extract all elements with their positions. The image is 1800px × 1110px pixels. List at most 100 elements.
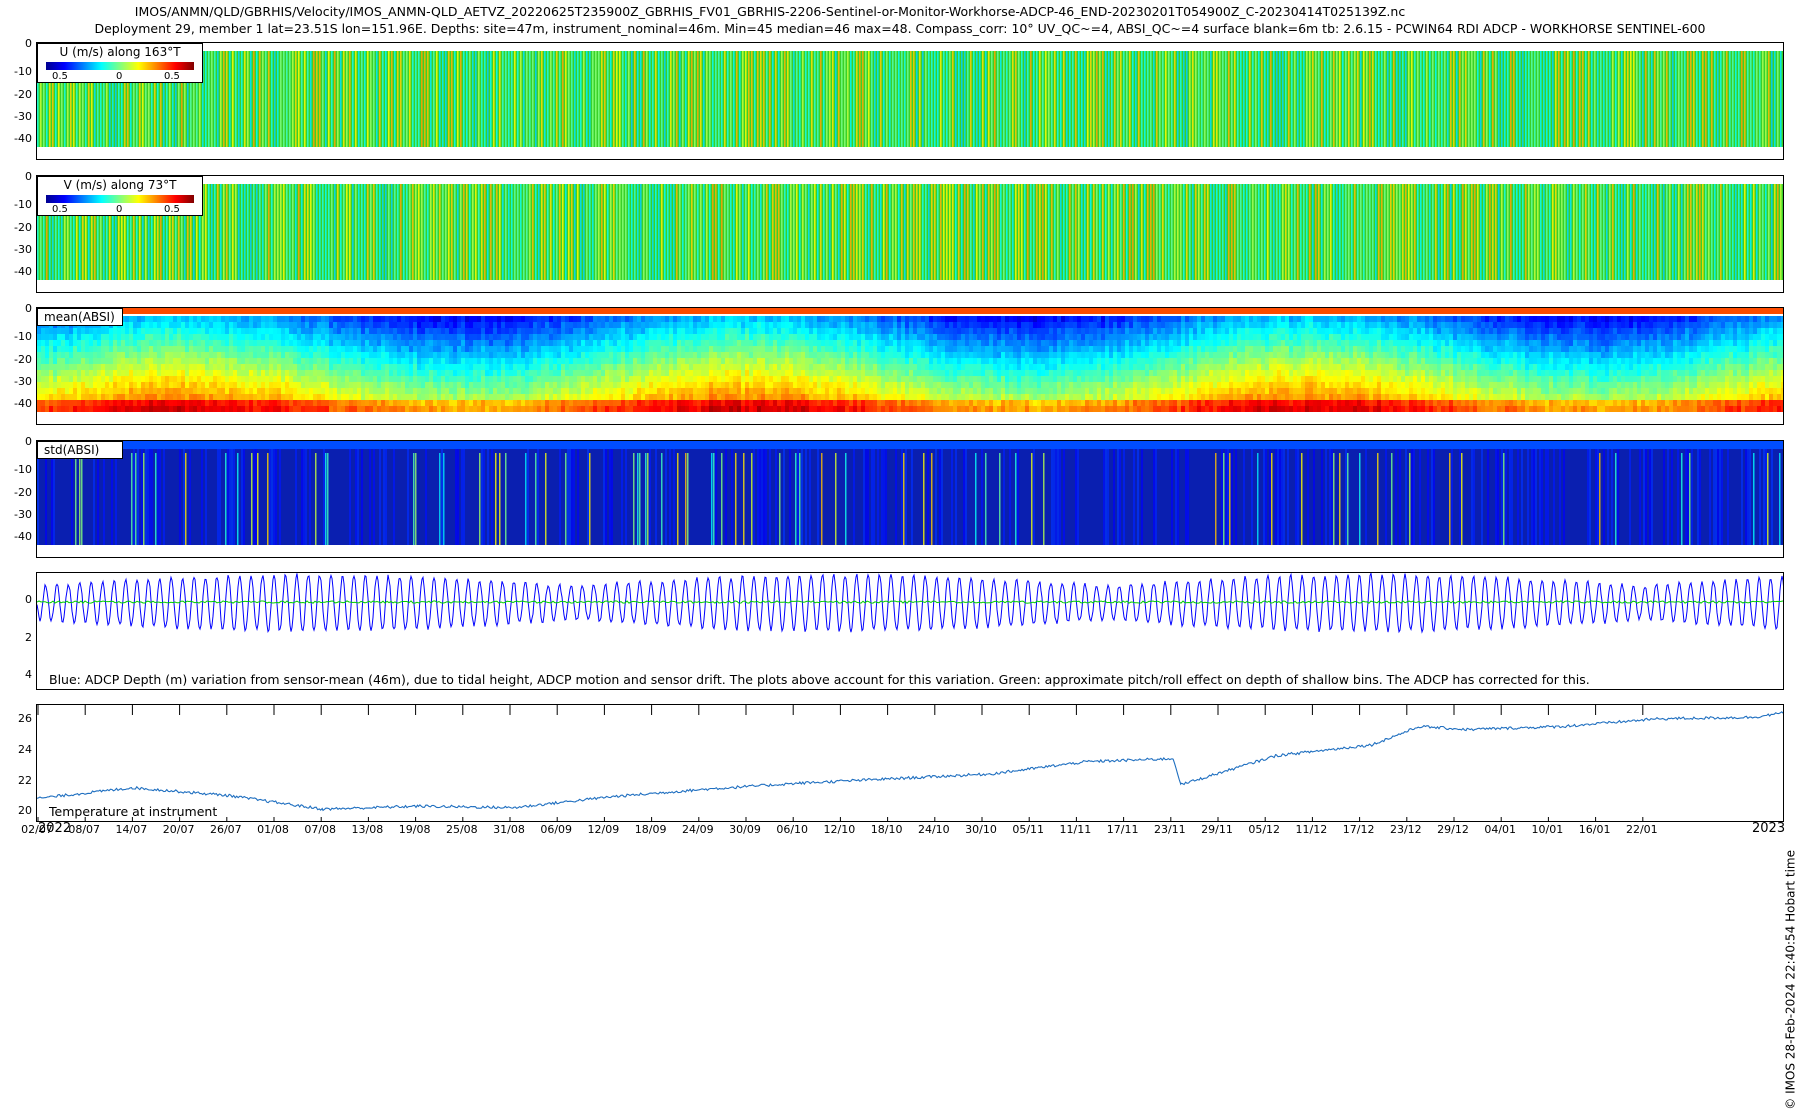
mean-absi-cell [705, 316, 709, 322]
mean-absi-cell [741, 352, 745, 358]
u-velocity-column [655, 51, 657, 147]
mean-absi-cell [129, 358, 133, 364]
mean-absi-cell [121, 406, 125, 412]
mean-absi-cell [333, 352, 337, 358]
mean-absi-cell [253, 400, 257, 406]
v-velocity-column [160, 184, 162, 280]
mean-absi-cell [781, 394, 785, 400]
mean-absi-cell [557, 382, 561, 388]
mean-absi-cell [77, 340, 81, 346]
mean-absi-cell [369, 358, 373, 364]
mean-absi-cell [333, 376, 337, 382]
mean-absi-cell [693, 352, 697, 358]
mean-absi-cell [637, 382, 641, 388]
mean-absi-cell [729, 334, 733, 340]
mean-absi-cell [225, 352, 229, 358]
mean-absi-cell [169, 346, 173, 352]
mean-absi-cell [533, 394, 537, 400]
v-velocity-column [421, 184, 423, 280]
mean-absi-cell [193, 364, 197, 370]
mean-absi-cell [953, 346, 957, 352]
mean-absi-cell [601, 352, 605, 358]
mean-absi-cell [449, 370, 453, 376]
mean-absi-cell [725, 400, 729, 406]
mean-absi-cell [93, 346, 97, 352]
mean-absi-cell [221, 328, 225, 334]
v-velocity-column [82, 184, 84, 280]
u-velocity-column [1384, 51, 1386, 147]
mean-absi-cell [765, 394, 769, 400]
mean-absi-cell [957, 316, 961, 322]
mean-absi-cell [457, 334, 461, 340]
mean-absi-cell [249, 400, 253, 406]
mean-absi-cell [653, 334, 657, 340]
mean-absi-cell [881, 316, 885, 322]
mean-absi-cell [489, 340, 493, 346]
v-velocity-column [514, 184, 516, 280]
mean-absi-cell [969, 370, 973, 376]
mean-absi-cell [173, 322, 177, 328]
mean-absi-cell [245, 364, 249, 370]
mean-absi-cell [477, 388, 481, 394]
u-velocity-column [115, 51, 117, 147]
mean-absi-cell [737, 394, 741, 400]
u-velocity-column [586, 51, 588, 147]
v-velocity-column [1210, 184, 1212, 280]
u-velocity-column [730, 51, 732, 147]
mean-absi-cell [869, 400, 873, 406]
mean-absi-cell [417, 340, 421, 346]
mean-absi-cell [833, 322, 837, 328]
u-velocity-column [1189, 51, 1191, 147]
mean-absi-cell [749, 316, 753, 322]
mean-absi-cell [873, 370, 877, 376]
v-velocity-column [604, 184, 606, 280]
mean-absi-cell [581, 370, 585, 376]
v-velocity-column [1576, 184, 1578, 280]
mean-absi-cell [289, 376, 293, 382]
mean-absi-cell [365, 358, 369, 364]
mean-absi-cell [365, 316, 369, 322]
mean-absi-cell [257, 328, 261, 334]
mean-absi-cell [589, 316, 593, 322]
mean-absi-cell [149, 382, 153, 388]
mean-absi-cell [797, 334, 801, 340]
v-velocity-column [361, 184, 363, 280]
u-velocity-column [763, 51, 765, 147]
mean-absi-cell [381, 394, 385, 400]
mean-absi-cell [153, 322, 157, 328]
v-velocity-column [211, 184, 213, 280]
mean-absi-cell [293, 370, 297, 376]
u-velocity-column [640, 51, 642, 147]
mean-absi-cell [625, 370, 629, 376]
mean-absi-cell [545, 328, 549, 334]
mean-absi-cell [661, 322, 665, 328]
u-velocity-column [886, 51, 888, 147]
mean-absi-cell [69, 382, 73, 388]
mean-absi-cell [597, 358, 601, 364]
u-velocity-column [994, 51, 996, 147]
mean-absi-cell [597, 370, 601, 376]
mean-absi-cell [245, 358, 249, 364]
mean-absi-cell [921, 328, 925, 334]
u-velocity-column [1468, 51, 1470, 147]
mean-absi-cell [37, 394, 41, 400]
mean-absi-cell [761, 334, 765, 340]
mean-absi-cell [953, 316, 957, 322]
v-velocity-column [1660, 184, 1662, 280]
v-velocity-column [1507, 184, 1509, 280]
mean-absi-cell [305, 376, 309, 382]
v-velocity-column [1768, 184, 1770, 280]
mean-absi-cell [413, 340, 417, 346]
mean-absi-cell [269, 340, 273, 346]
mean-absi-cell [649, 382, 653, 388]
mean-absi-cell [341, 346, 345, 352]
mean-absi-cell [445, 382, 449, 388]
u-velocity-column [499, 51, 501, 147]
mean-absi-cell [477, 406, 481, 412]
mean-absi-cell [737, 316, 741, 322]
mean-absi-cell [273, 400, 277, 406]
u-velocity-column [1393, 51, 1395, 147]
mean-absi-cell [485, 352, 489, 358]
mean-absi-cell [405, 376, 409, 382]
mean-absi-cell [273, 346, 277, 352]
